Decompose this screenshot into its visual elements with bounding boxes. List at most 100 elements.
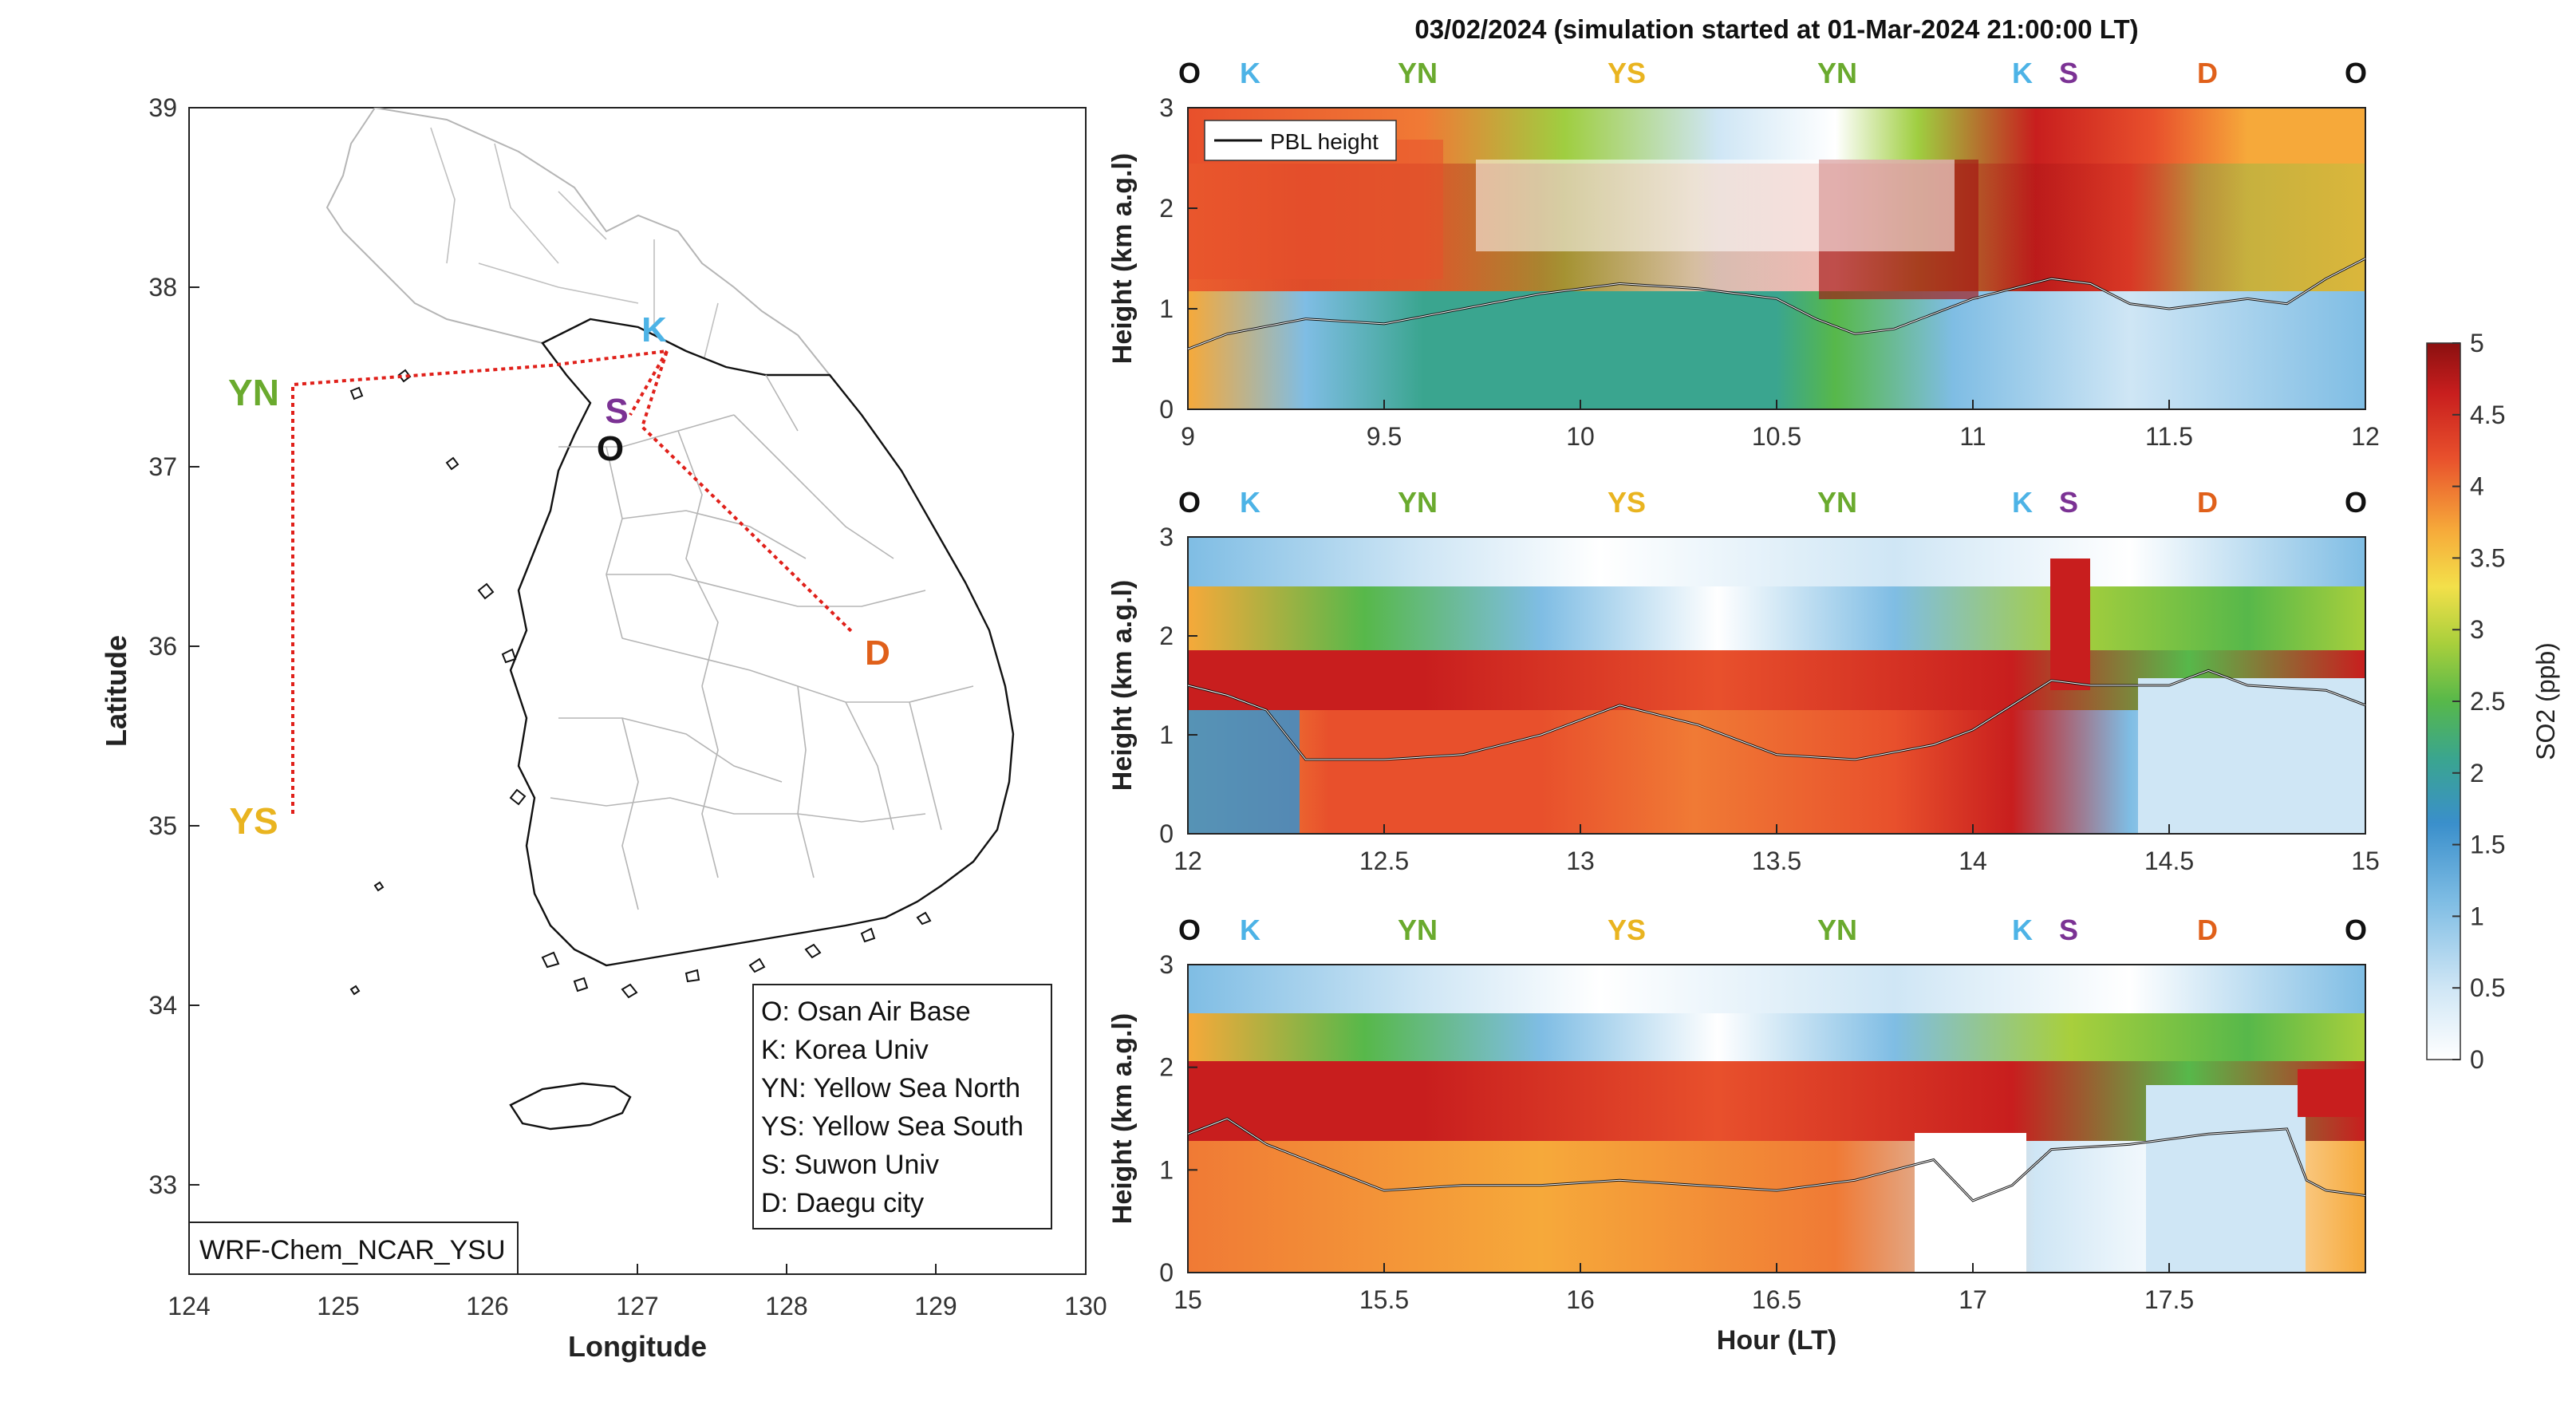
map-site-label-d: D bbox=[865, 633, 890, 673]
map-site-label-o: O bbox=[597, 429, 624, 468]
route-label-s: S bbox=[2059, 57, 2078, 89]
y-tick-label: 3 bbox=[1159, 93, 1174, 122]
map-ytick: 39 bbox=[148, 93, 177, 122]
curtain-1-legend: PBL height bbox=[1204, 120, 1397, 161]
x-tick-label: 16.5 bbox=[1752, 1285, 1801, 1314]
site-legend-box bbox=[752, 984, 1052, 1229]
map-site-label-ys: YS bbox=[229, 800, 278, 842]
y-tick-label: 1 bbox=[1159, 720, 1174, 749]
map-xtick: 129 bbox=[914, 1292, 957, 1320]
colorbar-tick-label: 3.5 bbox=[2470, 543, 2505, 572]
route-label-yn: YN bbox=[1398, 486, 1438, 519]
route-labels-row-1: O K YN YS YN K S D O bbox=[1178, 57, 2367, 89]
x-tick-label: 15 bbox=[1174, 1285, 1202, 1314]
route-label-k: K bbox=[2012, 486, 2033, 519]
map-xtick: 125 bbox=[317, 1292, 359, 1320]
map-site-label-yn: YN bbox=[228, 372, 279, 413]
site-legend-entry: K: Korea Univ bbox=[761, 1035, 929, 1065]
site-legend-entries: O: Osan Air Base K: Korea Univ YN: Yello… bbox=[761, 997, 1024, 1218]
x-tick-label: 10.5 bbox=[1752, 422, 1801, 451]
x-tick-label: 12 bbox=[2351, 422, 2380, 451]
x-tick-label: 11.5 bbox=[2145, 422, 2193, 451]
pbl-height-halo-1 bbox=[1187, 258, 2366, 349]
route-label-d: D bbox=[2197, 914, 2218, 946]
map-ytick: 35 bbox=[148, 811, 177, 840]
pbl-height-halo-3 bbox=[1187, 1118, 2366, 1202]
site-legend-entry: O: Osan Air Base bbox=[761, 997, 971, 1027]
route-label-o: O bbox=[2345, 57, 2367, 89]
x-tick-label: 17 bbox=[1959, 1285, 1987, 1314]
y-tick-label: 0 bbox=[1159, 819, 1174, 848]
map-xtick: 127 bbox=[616, 1292, 658, 1320]
map-xtick: 126 bbox=[466, 1292, 508, 1320]
route-label-k: K bbox=[1240, 914, 1260, 946]
route-label-ys: YS bbox=[1608, 57, 1646, 89]
site-legend-entry: D: Daegu city bbox=[761, 1188, 924, 1218]
curtain-3-x-axis-label: Hour (LT) bbox=[1717, 1325, 1836, 1356]
route-label-s: S bbox=[2059, 486, 2078, 519]
map-xtick: 124 bbox=[168, 1292, 210, 1320]
site-legend-entry: YS: Yellow Sea South bbox=[761, 1111, 1024, 1142]
map-ytick: 38 bbox=[148, 273, 177, 302]
map-site-label-s: S bbox=[605, 392, 628, 431]
map-ytick: 36 bbox=[148, 632, 177, 661]
pbl-legend-label: PBL height bbox=[1270, 129, 1379, 154]
colorbar-label: SO2 (ppb) bbox=[2531, 642, 2560, 760]
x-tick-label: 11 bbox=[1959, 422, 1986, 451]
cruise-route-line bbox=[291, 349, 854, 814]
route-label-k: K bbox=[2012, 914, 2033, 946]
curtain-3-ticks: 15 15.5 16 16.5 17 17.5 0 1 2 3 bbox=[1159, 950, 2194, 1314]
map-xtick: 128 bbox=[765, 1292, 807, 1320]
y-tick-label: 1 bbox=[1159, 294, 1174, 323]
route-label-d: D bbox=[2197, 57, 2218, 89]
curtain-3-field bbox=[1188, 965, 2365, 1273]
map-ytick: 33 bbox=[148, 1170, 177, 1199]
x-tick-label: 16 bbox=[1566, 1285, 1595, 1314]
model-label-box bbox=[188, 1222, 519, 1275]
x-tick-label: 12.5 bbox=[1359, 847, 1409, 875]
x-tick-label: 9 bbox=[1181, 422, 1195, 451]
jeju-island bbox=[509, 1082, 632, 1131]
x-tick-label: 15 bbox=[2351, 847, 2380, 875]
colorbar-tick-label: 4 bbox=[2470, 472, 2484, 501]
x-tick-label: 10 bbox=[1566, 422, 1595, 451]
route-label-yn: YN bbox=[1817, 914, 1857, 946]
route-label-s: S bbox=[2059, 914, 2078, 946]
x-tick-label: 12 bbox=[1174, 847, 1202, 875]
x-tick-label: 13 bbox=[1566, 847, 1595, 875]
y-tick-label: 2 bbox=[1159, 1053, 1174, 1082]
x-tick-label: 14.5 bbox=[2144, 847, 2194, 875]
coastal-islands bbox=[349, 369, 932, 999]
colorbar-tick-label: 0.5 bbox=[2470, 973, 2505, 1002]
model-label: WRF-Chem_NCAR_YSU bbox=[199, 1235, 506, 1265]
route-label-k: K bbox=[1240, 486, 1260, 519]
y-tick-label: 3 bbox=[1159, 950, 1174, 979]
route-label-o: O bbox=[1178, 57, 1201, 89]
colorbar-tick-label: 1.5 bbox=[2470, 831, 2505, 859]
map-y-ticks bbox=[189, 107, 199, 1186]
y-tick-label: 0 bbox=[1159, 1258, 1174, 1287]
route-label-o: O bbox=[2345, 486, 2367, 519]
map-panel: YN YS K S O D 124 125 126 127 128 129 13… bbox=[100, 93, 1107, 1363]
site-legend-entry: YN: Yellow Sea North bbox=[761, 1073, 1020, 1103]
map-site-label-k: K bbox=[641, 310, 667, 349]
curtain-2-field bbox=[1188, 537, 2365, 834]
x-tick-label: 15.5 bbox=[1359, 1285, 1409, 1314]
map-x-axis-label: Longitude bbox=[568, 1330, 707, 1363]
map-xtick: 130 bbox=[1064, 1292, 1107, 1320]
x-tick-label: 14 bbox=[1959, 847, 1987, 875]
route-label-yn: YN bbox=[1817, 486, 1857, 519]
route-label-yn: YN bbox=[1398, 914, 1438, 946]
y-tick-label: 0 bbox=[1159, 395, 1174, 424]
colorbar-tick-label: 3 bbox=[2470, 615, 2484, 644]
route-label-k: K bbox=[2012, 57, 2033, 89]
colorbar-tick-label: 0 bbox=[2470, 1045, 2484, 1074]
route-label-o: O bbox=[1178, 486, 1201, 519]
y-tick-label: 1 bbox=[1159, 1155, 1174, 1184]
colorbar-tick-label: 4.5 bbox=[2470, 401, 2505, 429]
